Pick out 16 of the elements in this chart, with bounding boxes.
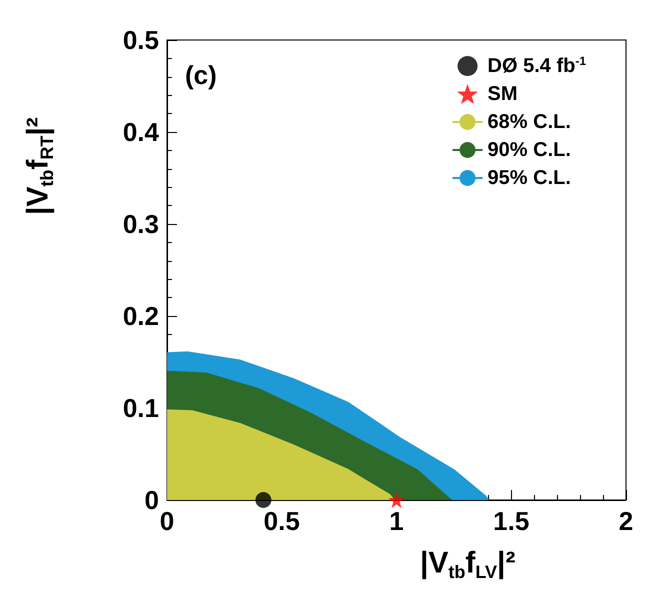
y-tick-label: 0.5	[122, 25, 159, 55]
x-tick-label: 0.5	[264, 506, 300, 536]
y-tick-label: 0.4	[122, 117, 160, 147]
legend-label: 90% C.L.	[488, 139, 571, 161]
y-tick-label: 0	[144, 485, 159, 515]
x-tick-label: 1.5	[493, 506, 530, 536]
legend-label: 95% C.L.	[488, 167, 571, 189]
y-tick-label: 0.1	[122, 393, 159, 423]
legend-label: 68% C.L.	[488, 111, 571, 133]
x-tick-label: 1	[389, 506, 404, 536]
legend-label: SM	[488, 83, 518, 105]
y-tick-label: 0.3	[122, 209, 159, 239]
annotation: (c)	[185, 60, 217, 90]
y-axis-title: |VtbfRT|²	[22, 117, 57, 215]
x-tick-label: 2	[618, 506, 634, 536]
y-tick-label: 0.2	[122, 301, 159, 331]
